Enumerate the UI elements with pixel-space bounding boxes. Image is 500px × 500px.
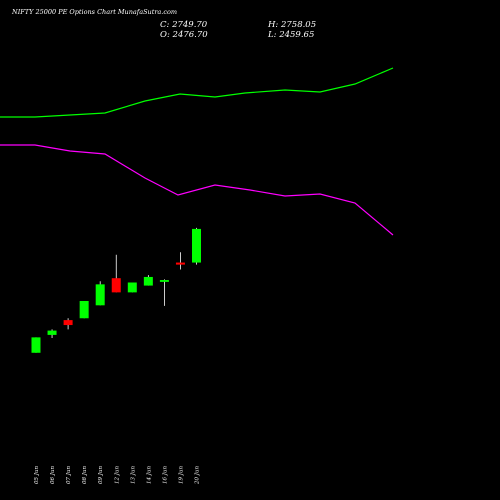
x-tick-label: 06 Jun <box>50 466 56 484</box>
low-readout: L: 2459.65 <box>267 30 314 40</box>
candle-body <box>127 282 137 293</box>
x-tick-label: 20 Jun <box>195 466 201 485</box>
candle <box>192 227 201 265</box>
candle <box>111 254 121 293</box>
candle <box>31 337 41 353</box>
candle-body <box>175 262 185 265</box>
candle <box>47 329 57 338</box>
candle-body <box>143 276 153 286</box>
x-tick-label: 14 Jun <box>146 466 152 484</box>
candle-body <box>159 280 169 282</box>
x-axis: 05 Jun 06 Jun 07 Jun 08 Jun 09 Jun 12 Jun 13 J… <box>34 466 201 485</box>
x-tick-label: 08 Jun <box>82 466 88 484</box>
x-tick-label: 19 Jun <box>178 466 184 484</box>
candle <box>175 252 185 270</box>
candle-body <box>111 278 121 293</box>
high-readout: H: 2758.05 <box>267 20 316 30</box>
bands-layer <box>0 67 394 236</box>
x-tick-label: 12 Jun <box>114 466 120 484</box>
x-tick-label: 05 Jun <box>34 466 40 484</box>
candles-layer <box>31 227 201 353</box>
candle <box>63 318 73 330</box>
candle-body <box>63 320 73 326</box>
x-tick-label: 13 Jun <box>130 466 136 484</box>
candle-body <box>95 284 105 306</box>
candle-body <box>47 330 57 335</box>
chart-title: NIFTY 25000 PE Options Chart MunafaSutra… <box>11 8 177 16</box>
band-line-0 <box>0 67 394 118</box>
candle <box>159 279 169 306</box>
candle <box>79 300 89 319</box>
band-line-1 <box>0 144 394 236</box>
open-readout: O: 2476.70 <box>160 30 208 40</box>
candle <box>95 281 105 306</box>
close-readout: C: 2749.70 <box>160 20 208 30</box>
x-tick-label: 09 Jun <box>98 466 104 484</box>
x-tick-label: 16 Jun <box>162 466 168 484</box>
candle <box>127 282 137 293</box>
x-tick-label: 07 Jun <box>66 466 72 484</box>
candle-body <box>79 300 89 319</box>
candle-body <box>31 337 41 353</box>
candle <box>143 275 153 286</box>
candle-body <box>192 228 201 263</box>
